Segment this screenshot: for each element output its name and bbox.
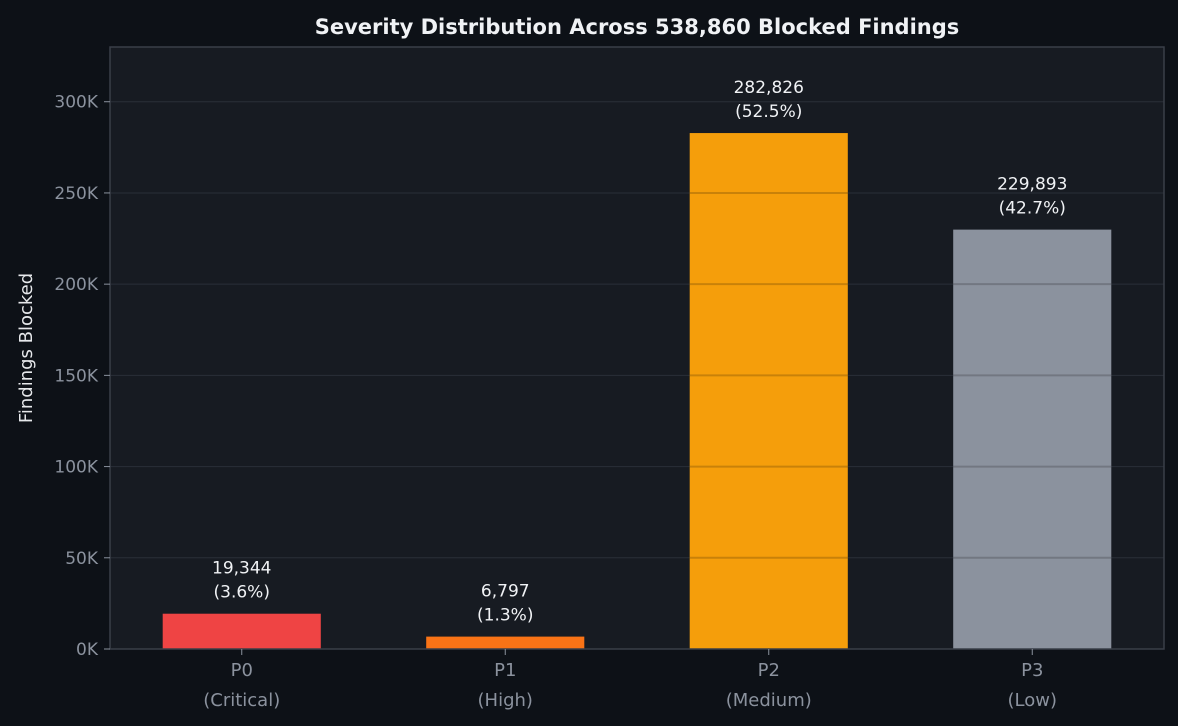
bar-percent-label: (1.3%) bbox=[477, 606, 533, 626]
y-tick-label: 300K bbox=[54, 93, 98, 113]
x-tick-label-code: P3 bbox=[1021, 660, 1043, 681]
bar-p0 bbox=[162, 613, 321, 649]
bar-grid-overlay bbox=[689, 191, 1112, 559]
y-tick-label: 100K bbox=[54, 458, 98, 478]
bar-percent-label: (42.7%) bbox=[999, 199, 1066, 219]
plot-frame bbox=[109, 46, 1165, 650]
x-tick-label-code: P0 bbox=[231, 660, 253, 681]
bars bbox=[162, 133, 1112, 649]
x-tick-label-code: P2 bbox=[758, 660, 780, 681]
y-tick-label: 150K bbox=[54, 366, 98, 386]
y-tick-label: 200K bbox=[54, 275, 98, 295]
bar-value-label: 6,797 bbox=[481, 582, 530, 602]
y-tick-label: 250K bbox=[54, 184, 98, 204]
x-tick-label-name: (Medium) bbox=[726, 690, 812, 711]
x-tick-label-code: P1 bbox=[494, 660, 516, 681]
x-tick-label-name: (High) bbox=[478, 690, 533, 711]
grid-lines bbox=[110, 101, 1164, 559]
bar-p3 bbox=[953, 229, 1112, 649]
bar-value-label: 19,344 bbox=[212, 559, 271, 579]
y-axis-ticks: 0K 50K 100K 150K 200K 250K 300K bbox=[54, 93, 110, 660]
bar-p2 bbox=[689, 133, 848, 649]
y-tick-label: 50K bbox=[65, 549, 99, 569]
y-tick-label: 0K bbox=[76, 640, 99, 660]
bar-value-label: 282,826 bbox=[734, 78, 804, 98]
bar-percent-label: (3.6%) bbox=[214, 583, 270, 603]
data-labels: 19,344 (3.6%) 6,797 (1.3%) 282,826 (52.5%) 229… bbox=[212, 78, 1067, 626]
bar-percent-label: (52.5%) bbox=[735, 102, 802, 122]
x-tick-label-name: (Low) bbox=[1008, 690, 1058, 711]
x-tick-label-name: (Critical) bbox=[203, 690, 280, 711]
x-axis-ticks: P0 (Critical) P1 (High) P2 (Medium) P3 (Low) bbox=[203, 649, 1057, 711]
bar-p1 bbox=[426, 636, 585, 649]
bar-value-label: 229,893 bbox=[997, 175, 1067, 195]
chart-title: Severity Distribution Across 538,860 Blo… bbox=[315, 15, 960, 39]
y-axis-label: Findings Blocked bbox=[16, 273, 37, 423]
